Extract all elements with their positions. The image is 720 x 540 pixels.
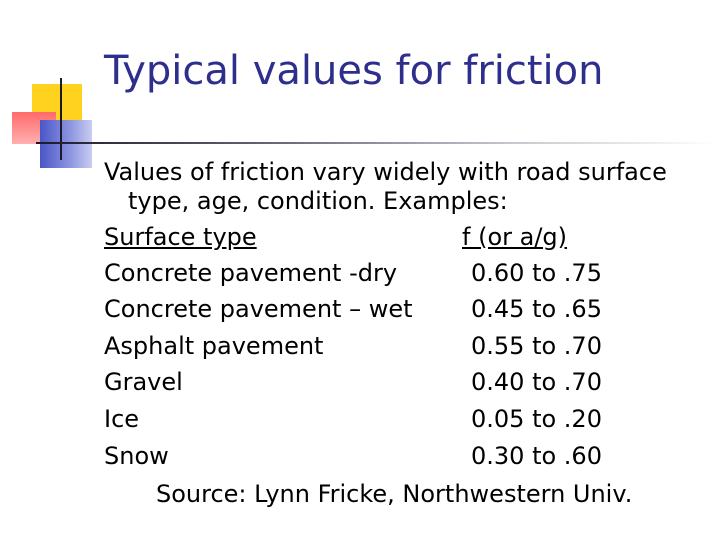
intro-line-2: type, age, condition. Examples: xyxy=(128,187,508,215)
surface-type-header: Surface type xyxy=(104,223,257,251)
table-row-surface: Snow xyxy=(104,442,169,470)
intro-line-1: Values of friction vary widely with road… xyxy=(104,158,667,186)
table-row-surface: Concrete pavement – wet xyxy=(104,295,413,323)
table-row-surface: Concrete pavement -dry xyxy=(104,259,398,287)
title-underline-rule xyxy=(36,142,720,144)
table-row-value: 0.30 to .60 xyxy=(471,442,602,470)
table-row-value: 0.60 to .75 xyxy=(471,259,602,287)
table-row-value: 0.05 to .20 xyxy=(471,405,602,433)
slide-title: Typical values for friction xyxy=(104,48,604,94)
blue-square-decoration xyxy=(40,120,92,168)
table-row-value: 0.40 to .70 xyxy=(471,368,602,396)
table-row-surface: Ice xyxy=(104,405,140,433)
table-row-value: 0.55 to .70 xyxy=(471,332,602,360)
vertical-rule-decoration xyxy=(60,78,62,160)
table-row-surface: Gravel xyxy=(104,368,183,396)
table-row-value: 0.45 to .65 xyxy=(471,295,602,323)
table-row-surface: Asphalt pavement xyxy=(104,332,324,360)
source-citation: Source: Lynn Fricke, Northwestern Univ. xyxy=(156,480,633,508)
friction-coefficient-header: f (or a/g) xyxy=(462,223,568,251)
